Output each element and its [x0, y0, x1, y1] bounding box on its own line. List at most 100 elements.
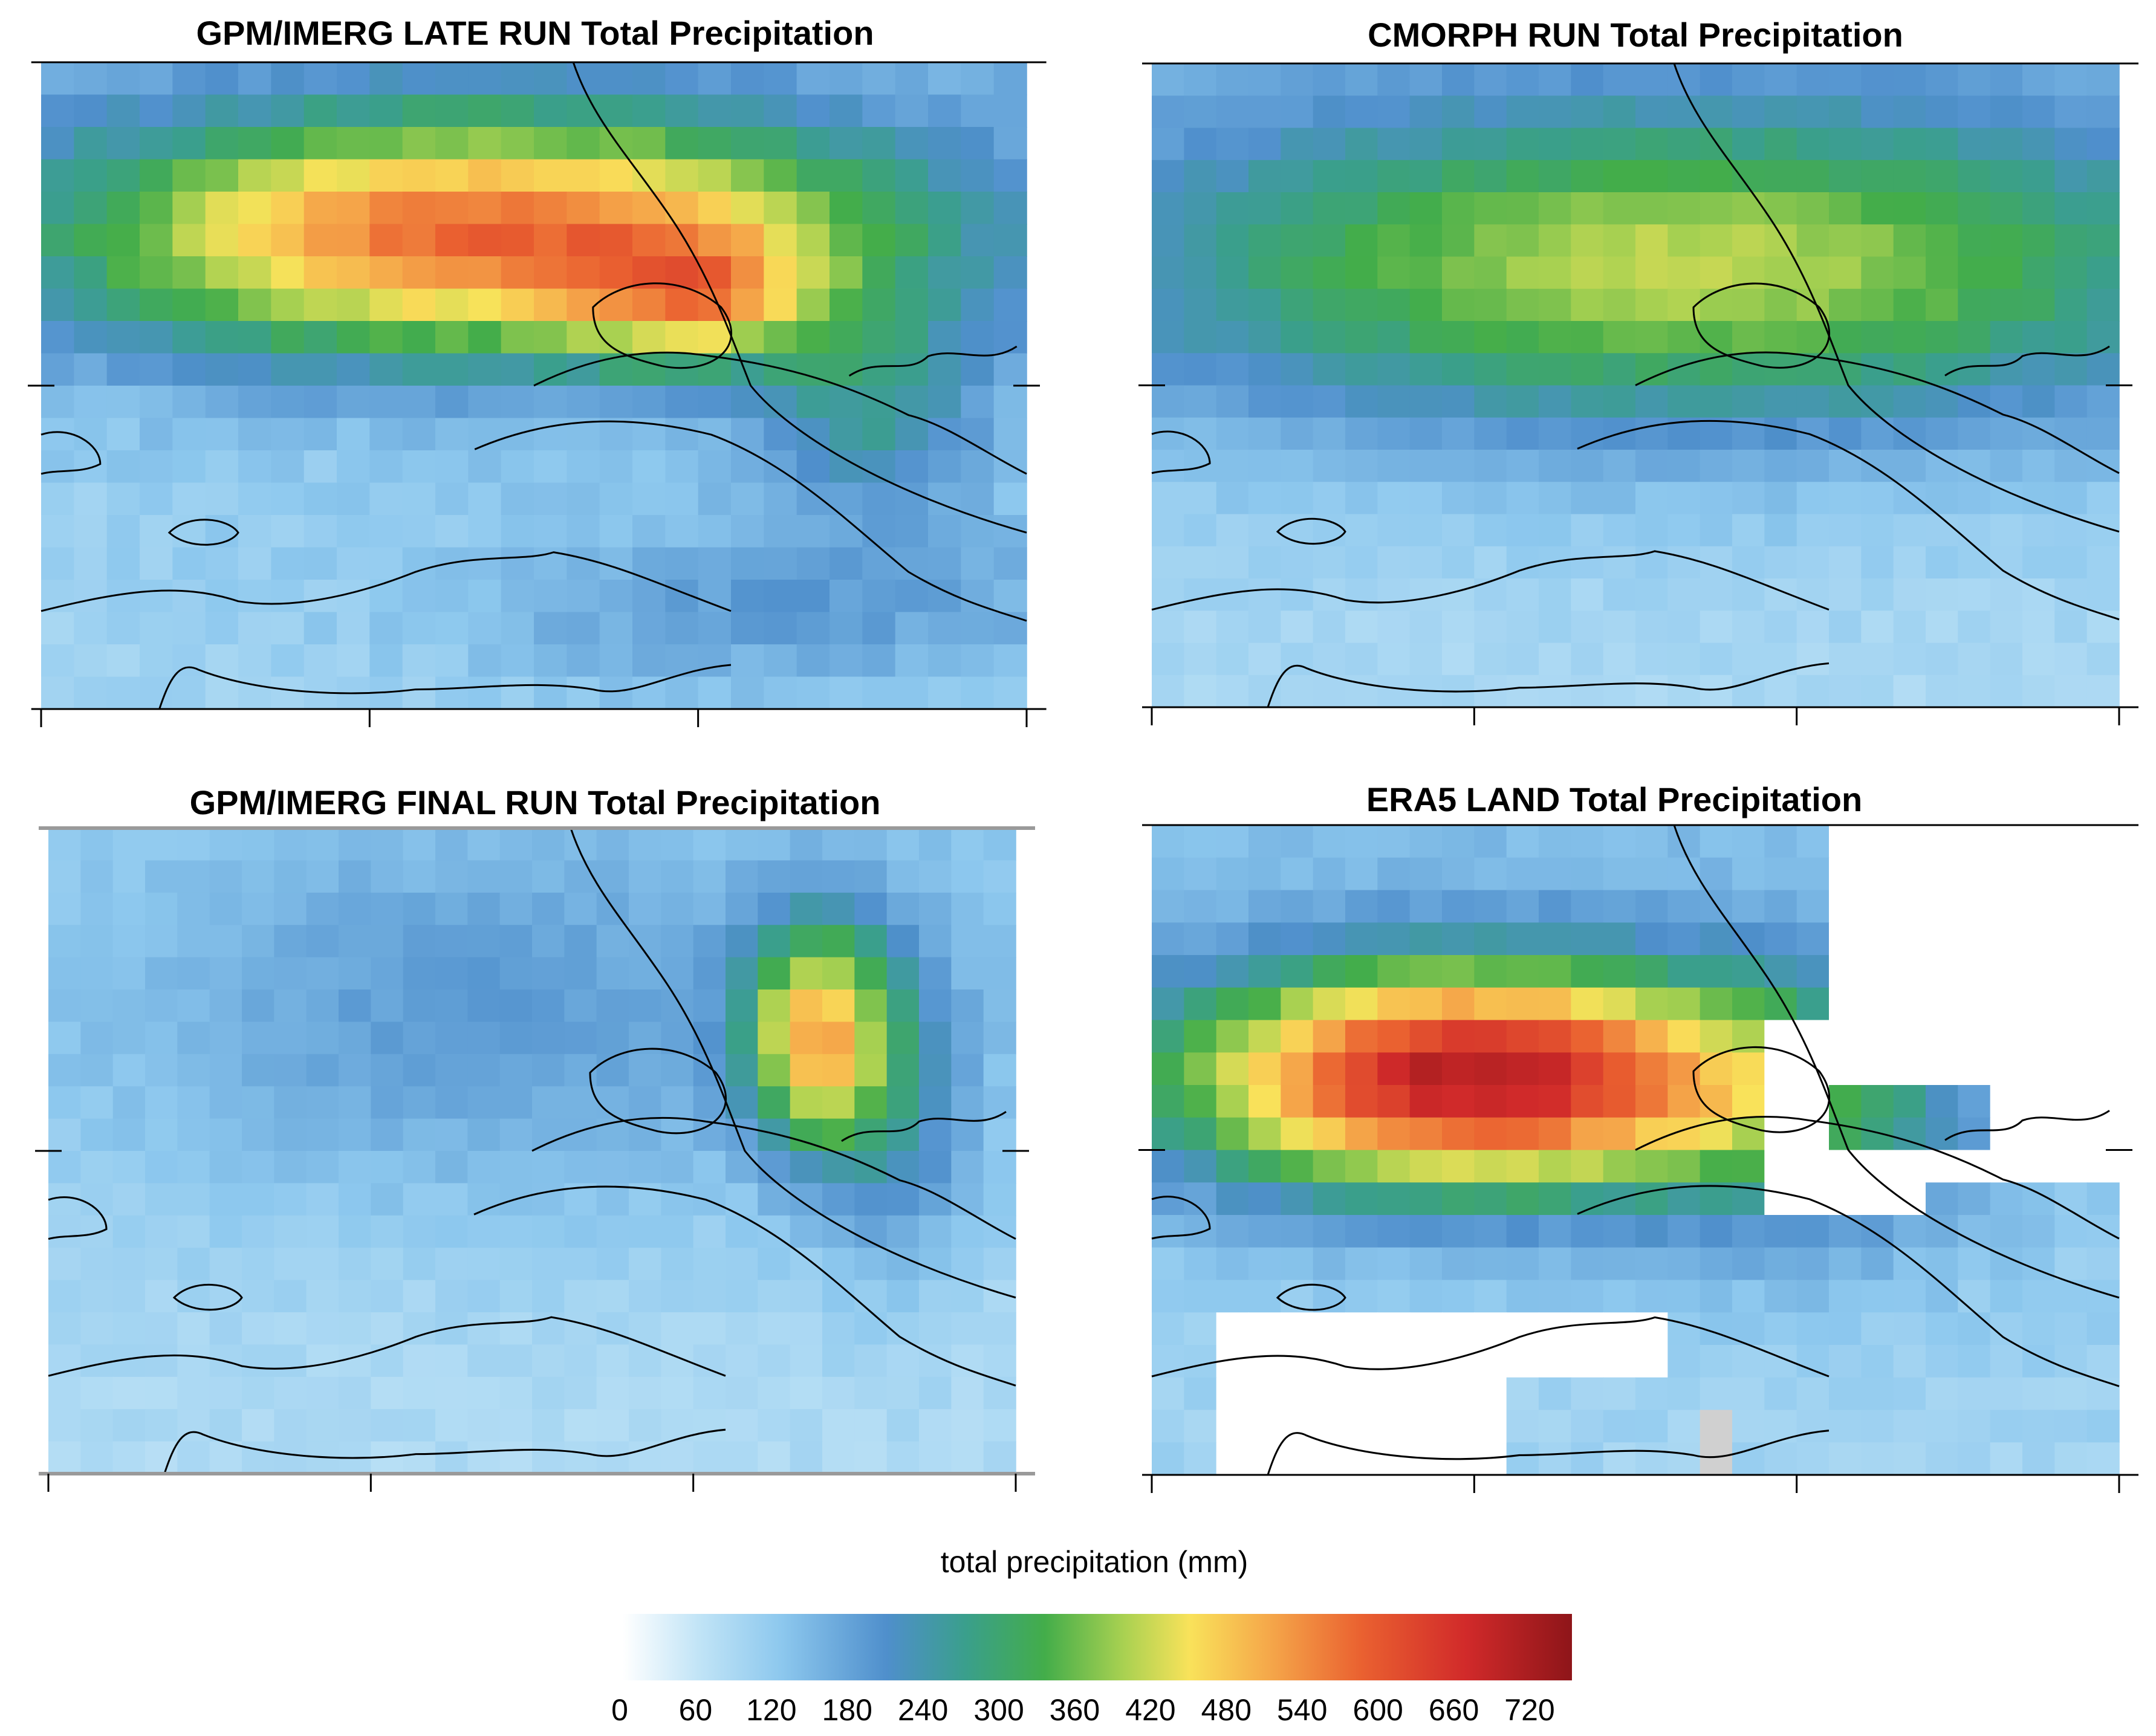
- heatmap-cell: [1474, 1150, 1507, 1184]
- heatmap-cell: [1764, 1117, 1797, 1151]
- heatmap-cell: [764, 644, 797, 678]
- heatmap-cell: [1700, 1345, 1733, 1378]
- heatmap-cell: [1474, 96, 1507, 129]
- heatmap-cell: [1764, 825, 1797, 858]
- heatmap-cell: [1442, 1410, 1475, 1443]
- heatmap-cell: [74, 676, 108, 710]
- heatmap-cell: [1248, 955, 1282, 988]
- heatmap-cell: [2054, 1410, 2088, 1443]
- heatmap-cell: [271, 94, 305, 128]
- heatmap-cell: [468, 94, 502, 128]
- heatmap-cell: [274, 1312, 307, 1346]
- heatmap-cell: [435, 828, 469, 861]
- heatmap-cell: [1442, 417, 1475, 450]
- heatmap-cell: [983, 1118, 1016, 1151]
- heatmap-cell: [790, 1441, 823, 1474]
- heatmap-cell: [758, 925, 791, 958]
- heatmap-cell: [1796, 611, 1830, 644]
- heatmap-cell: [790, 1344, 823, 1378]
- heatmap-cell: [1409, 224, 1443, 257]
- heatmap-cell: [1958, 675, 1991, 708]
- heatmap-cell: [661, 828, 694, 861]
- heatmap-cell: [468, 547, 502, 580]
- heatmap-cell: [532, 1248, 565, 1281]
- heatmap-cell: [1861, 353, 1894, 386]
- heatmap-cell: [1764, 1215, 1797, 1248]
- heatmap-cell: [80, 1441, 114, 1474]
- heatmap-cell: [369, 612, 403, 645]
- heatmap-cell: [1603, 192, 1636, 225]
- heatmap-cell: [1796, 1182, 1830, 1216]
- heatmap-cell: [895, 450, 929, 484]
- heatmap-cell: [886, 989, 920, 1023]
- heatmap-cell: [1700, 192, 1733, 225]
- heatmap-cell: [369, 580, 403, 613]
- heatmap-cell: [1281, 611, 1314, 644]
- heatmap-cell: [499, 1215, 533, 1248]
- heatmap-cell: [1248, 192, 1282, 225]
- heatmap-cell: [1313, 1085, 1346, 1118]
- heatmap-cell: [274, 1118, 307, 1151]
- heatmap-cell: [1829, 224, 1862, 257]
- heatmap-cell: [41, 676, 75, 710]
- heatmap-cell: [895, 94, 929, 128]
- heatmap-cell: [854, 1215, 888, 1248]
- heatmap-cell: [951, 828, 984, 861]
- heatmap-cell: [242, 860, 275, 893]
- heatmap-cell: [140, 450, 174, 484]
- heatmap-cell: [304, 94, 337, 128]
- heatmap-cell: [1796, 450, 1830, 483]
- heatmap-cell: [1990, 1150, 2023, 1184]
- heatmap-cell: [665, 94, 699, 128]
- heatmap-cell: [1571, 675, 1604, 708]
- heatmap-cell: [1796, 192, 1830, 225]
- heatmap-cell: [337, 612, 371, 645]
- heatmap-cell: [1603, 1215, 1636, 1248]
- heatmap-cell: [822, 1151, 856, 1184]
- heatmap-cell: [112, 1376, 146, 1410]
- heatmap-cell: [1184, 987, 1217, 1021]
- heatmap-cell: [172, 547, 206, 580]
- heatmap-cell: [337, 159, 371, 192]
- heatmap-cell: [1635, 514, 1669, 547]
- heatmap-cell: [1152, 955, 1185, 988]
- heatmap-cell: [895, 547, 929, 580]
- coastline: [1267, 662, 1830, 708]
- heatmap-cell: [2022, 288, 2056, 322]
- coastline: [570, 828, 1016, 1299]
- heatmap-cell: [1700, 160, 1733, 193]
- colorbar-tick-label: 420: [1125, 1693, 1176, 1727]
- heatmap-cell: [1990, 1117, 2023, 1151]
- heatmap-cell: [1474, 192, 1507, 225]
- heatmap-cell: [435, 580, 469, 613]
- heatmap-cell: [1184, 1247, 1217, 1281]
- heatmap-cell: [919, 1312, 952, 1346]
- heatmap-cell: [1764, 890, 1797, 924]
- heatmap-cell: [698, 676, 732, 710]
- heatmap-cell: [1635, 987, 1669, 1021]
- heatmap-cell: [403, 1054, 436, 1087]
- heatmap-cell: [435, 892, 469, 925]
- heatmap-cell: [830, 418, 863, 451]
- heatmap-cell: [886, 1312, 920, 1346]
- heatmap-cell: [862, 450, 896, 484]
- heatmap-cell: [698, 127, 732, 160]
- heatmap-cell: [1281, 1020, 1314, 1054]
- heatmap-cell: [371, 1344, 404, 1378]
- heatmap-cell: [1893, 321, 1926, 354]
- heatmap-cell: [764, 515, 797, 548]
- heatmap-cell: [2086, 1117, 2120, 1151]
- heatmap-svg: [1138, 62, 2138, 725]
- heatmap-cell: [1926, 417, 1959, 450]
- heatmap-cell: [1958, 1117, 1991, 1151]
- heatmap-cell: [1313, 643, 1346, 676]
- heatmap-cell: [1635, 128, 1669, 161]
- heatmap-cell: [112, 1248, 146, 1281]
- heatmap-cell: [205, 94, 239, 128]
- heatmap-cell: [306, 957, 339, 990]
- heatmap-cell: [172, 580, 206, 613]
- heatmap-cell: [205, 224, 239, 257]
- heatmap-cell: [567, 192, 600, 225]
- heatmap-cell: [895, 127, 929, 160]
- heatmap-cell: [435, 1054, 469, 1087]
